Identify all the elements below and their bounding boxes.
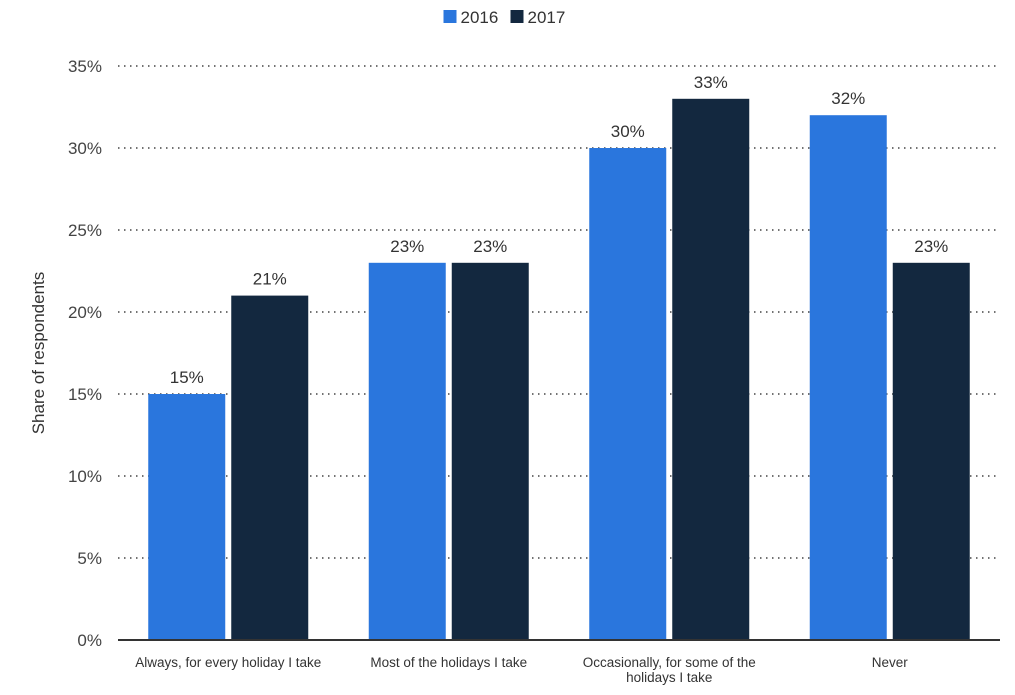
legend[interactable]: 2016 2017 <box>443 8 566 27</box>
value-label: 23% <box>473 237 507 256</box>
value-label: 32% <box>831 89 865 108</box>
bar-2017-2[interactable] <box>672 98 750 641</box>
value-label: 15% <box>170 368 204 387</box>
bar-2017-3[interactable] <box>892 262 970 640</box>
legend-swatch <box>510 10 524 23</box>
bar-2017-0[interactable] <box>231 295 309 640</box>
y-tick-label: 0% <box>77 631 102 650</box>
value-label: 33% <box>694 73 728 92</box>
y-tick-label: 10% <box>68 467 102 486</box>
x-tick-label: Always, for every holiday I take <box>135 655 321 670</box>
legend-item-2016[interactable]: 2016 <box>443 8 499 27</box>
legend-item-2017[interactable]: 2017 <box>510 8 566 27</box>
bars <box>148 98 970 641</box>
legend-label: 2017 <box>528 8 566 27</box>
x-tick-label: holidays I take <box>626 670 712 685</box>
axes: 0% 5% 10% 15% 20% 25% 30% 35% Share of responden… <box>29 57 1000 685</box>
legend-swatch <box>443 10 457 23</box>
value-labels: 15% 21% 23% 23% 30% 33% 32% 23% <box>170 73 949 387</box>
y-tick-label: 15% <box>68 385 102 404</box>
y-tick-label: 20% <box>68 303 102 322</box>
y-tick-label: 25% <box>68 221 102 240</box>
x-tick-label: Most of the holidays I take <box>370 655 527 670</box>
value-label: 30% <box>611 122 645 141</box>
bar-2017-1[interactable] <box>451 262 529 640</box>
y-tick-label: 5% <box>77 549 102 568</box>
legend-label: 2016 <box>461 8 499 27</box>
value-label: 21% <box>253 270 287 289</box>
bar-2016-2[interactable] <box>589 148 667 640</box>
y-tick-label: 30% <box>68 139 102 158</box>
value-label: 23% <box>914 237 948 256</box>
x-tick-label: Occasionally, for some of the <box>583 655 756 670</box>
x-tick-label: Never <box>872 655 909 670</box>
bar-2016-1[interactable] <box>368 262 446 640</box>
y-tick-label: 35% <box>68 57 102 76</box>
value-label: 23% <box>390 237 424 256</box>
y-axis-label: Share of respondents <box>29 272 48 435</box>
bar-2016-0[interactable] <box>148 394 226 640</box>
bar-2016-3[interactable] <box>809 115 887 640</box>
